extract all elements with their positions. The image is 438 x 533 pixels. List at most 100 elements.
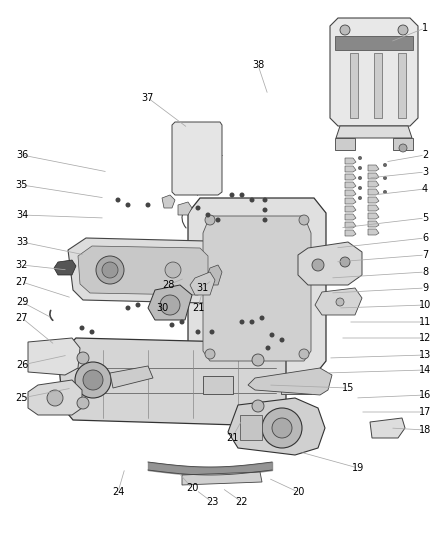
Circle shape: [262, 408, 302, 448]
Circle shape: [209, 329, 215, 335]
Polygon shape: [345, 158, 356, 164]
Text: 7: 7: [422, 250, 428, 260]
Text: 34: 34: [16, 210, 28, 220]
Polygon shape: [228, 398, 325, 455]
Polygon shape: [335, 36, 413, 50]
Circle shape: [279, 337, 285, 343]
Circle shape: [398, 25, 408, 35]
Text: 17: 17: [419, 407, 431, 417]
Text: 24: 24: [112, 487, 124, 497]
Circle shape: [240, 319, 244, 325]
Polygon shape: [315, 288, 362, 315]
Text: 11: 11: [419, 317, 431, 327]
Circle shape: [180, 319, 184, 325]
Circle shape: [299, 215, 309, 225]
Polygon shape: [58, 338, 286, 426]
Polygon shape: [330, 18, 418, 126]
Text: 15: 15: [342, 383, 354, 393]
Circle shape: [116, 198, 120, 203]
Text: 10: 10: [419, 300, 431, 310]
Text: 23: 23: [206, 497, 218, 507]
Circle shape: [83, 370, 103, 390]
Polygon shape: [78, 246, 208, 295]
Text: 33: 33: [16, 237, 28, 247]
Polygon shape: [68, 238, 216, 303]
Text: 30: 30: [156, 303, 168, 313]
Circle shape: [80, 326, 85, 330]
Polygon shape: [374, 53, 382, 118]
Circle shape: [195, 206, 201, 211]
Polygon shape: [350, 53, 358, 118]
Polygon shape: [298, 242, 362, 285]
Polygon shape: [345, 182, 356, 188]
Polygon shape: [345, 222, 356, 228]
Polygon shape: [248, 368, 332, 395]
Circle shape: [358, 176, 362, 180]
Text: 26: 26: [16, 360, 28, 370]
Circle shape: [265, 345, 271, 351]
Polygon shape: [203, 216, 311, 361]
Circle shape: [75, 362, 111, 398]
Polygon shape: [172, 122, 222, 195]
Text: 13: 13: [419, 350, 431, 360]
Circle shape: [205, 213, 211, 217]
Polygon shape: [335, 138, 355, 150]
Circle shape: [269, 333, 275, 337]
Circle shape: [77, 352, 89, 364]
Circle shape: [89, 329, 95, 335]
Polygon shape: [368, 181, 379, 187]
Polygon shape: [54, 260, 76, 275]
Text: 14: 14: [419, 365, 431, 375]
Polygon shape: [345, 214, 356, 220]
Text: 27: 27: [16, 313, 28, 323]
Polygon shape: [110, 366, 153, 388]
Circle shape: [262, 207, 268, 213]
Circle shape: [383, 176, 387, 180]
Text: 3: 3: [422, 167, 428, 177]
Polygon shape: [368, 213, 379, 219]
Circle shape: [252, 354, 264, 366]
Circle shape: [205, 215, 215, 225]
Polygon shape: [368, 165, 379, 171]
Text: 22: 22: [236, 497, 248, 507]
Polygon shape: [368, 173, 379, 179]
Circle shape: [47, 390, 63, 406]
Circle shape: [160, 295, 180, 315]
Text: 25: 25: [16, 393, 28, 403]
Circle shape: [135, 303, 141, 308]
Circle shape: [340, 25, 350, 35]
Polygon shape: [345, 198, 356, 204]
Polygon shape: [368, 229, 379, 235]
Text: 28: 28: [162, 280, 174, 290]
Text: 18: 18: [419, 425, 431, 435]
Circle shape: [165, 262, 181, 278]
Text: 21: 21: [226, 433, 238, 443]
Polygon shape: [368, 189, 379, 195]
Circle shape: [262, 217, 268, 222]
Circle shape: [126, 203, 131, 207]
Circle shape: [215, 217, 220, 222]
Polygon shape: [398, 53, 406, 118]
Polygon shape: [206, 265, 222, 285]
Text: 36: 36: [16, 150, 28, 160]
Text: 20: 20: [186, 483, 198, 493]
Polygon shape: [203, 376, 233, 394]
Polygon shape: [345, 166, 356, 172]
Text: 5: 5: [422, 213, 428, 223]
Circle shape: [205, 349, 215, 359]
Circle shape: [145, 203, 151, 207]
Polygon shape: [162, 195, 175, 208]
Text: 1: 1: [422, 23, 428, 33]
Text: 12: 12: [419, 333, 431, 343]
Text: 31: 31: [196, 283, 208, 293]
Circle shape: [240, 192, 244, 198]
Circle shape: [383, 190, 387, 194]
Circle shape: [383, 163, 387, 167]
Circle shape: [250, 319, 254, 325]
Polygon shape: [281, 376, 311, 394]
Circle shape: [340, 257, 350, 267]
Polygon shape: [393, 138, 413, 150]
Polygon shape: [28, 338, 80, 375]
Polygon shape: [368, 197, 379, 203]
Text: 9: 9: [422, 283, 428, 293]
